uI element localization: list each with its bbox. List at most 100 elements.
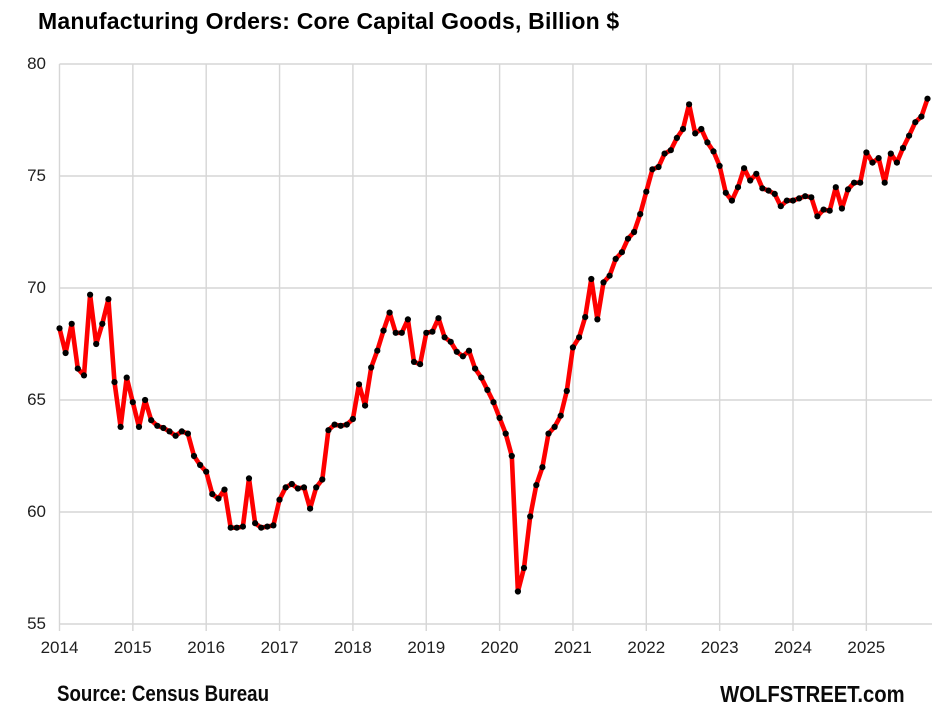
data-point-marker <box>380 327 387 334</box>
data-point-marker <box>148 417 155 424</box>
data-point-marker <box>539 464 546 471</box>
data-point-marker <box>221 486 228 493</box>
data-point-marker <box>557 412 564 419</box>
data-point-marker <box>80 372 88 379</box>
data-point-marker <box>166 428 173 435</box>
data-point-marker <box>631 228 638 236</box>
data-point-marker <box>410 358 418 365</box>
data-point-marker <box>331 421 338 428</box>
data-point-marker <box>215 495 222 502</box>
core-capital-goods-line <box>57 96 930 594</box>
data-point-marker <box>514 588 522 595</box>
x-tick-label: 2024 <box>774 638 812 657</box>
chart-title: Manufacturing Orders: Core Capital Goods… <box>38 8 620 34</box>
data-point-marker <box>796 195 803 202</box>
data-point-marker <box>582 314 589 321</box>
data-point-marker <box>447 338 454 345</box>
data-point-marker <box>734 184 742 191</box>
y-tick-label: 75 <box>27 166 46 185</box>
data-point-marker <box>135 423 143 430</box>
data-point-marker <box>820 206 827 213</box>
data-point-marker <box>502 430 509 437</box>
y-tick-label: 60 <box>27 502 46 521</box>
data-point-marker <box>594 316 601 323</box>
data-point-marker <box>496 414 503 421</box>
data-point-marker <box>68 320 75 327</box>
data-point-marker <box>252 520 259 527</box>
data-point-marker <box>563 387 570 395</box>
data-point-marker <box>887 150 894 157</box>
data-point-marker <box>777 203 784 210</box>
x-tick-label: 2016 <box>187 638 226 657</box>
data-point-marker <box>190 452 198 460</box>
data-point-marker <box>337 422 344 429</box>
data-point-marker <box>741 165 748 172</box>
data-point-marker <box>478 374 485 381</box>
data-point-marker <box>99 320 106 327</box>
data-point-marker <box>111 379 118 386</box>
data-point-marker <box>129 399 136 406</box>
data-point-marker <box>184 430 191 437</box>
data-point-marker <box>826 207 833 214</box>
data-point-marker <box>551 423 558 430</box>
data-point-marker <box>490 399 497 406</box>
data-point-marker <box>600 279 607 286</box>
data-point-marker <box>527 513 534 520</box>
data-point-marker <box>288 480 295 488</box>
data-point-marker <box>300 484 308 491</box>
data-point-marker <box>747 177 754 184</box>
data-point-marker <box>624 235 632 242</box>
data-point-marker <box>270 522 277 529</box>
data-point-marker <box>679 125 687 133</box>
data-point-marker <box>698 125 705 133</box>
data-point-marker <box>789 197 797 204</box>
data-point-marker <box>276 496 283 503</box>
data-point-marker <box>93 340 100 348</box>
data-point-marker <box>912 119 919 126</box>
data-point-marker <box>704 139 711 146</box>
data-point-marker <box>857 179 864 186</box>
data-point-marker <box>844 186 852 193</box>
data-point-marker <box>264 523 271 530</box>
data-point-marker <box>520 564 528 572</box>
data-point-marker <box>649 166 656 173</box>
data-point-marker <box>172 432 179 439</box>
data-point-marker <box>893 159 901 166</box>
data-point-marker <box>667 147 674 154</box>
data-point-marker <box>808 194 815 201</box>
data-point-marker <box>692 130 699 137</box>
data-point-marker <box>753 170 760 177</box>
x-tick-label: 2018 <box>333 638 372 657</box>
data-point-marker <box>453 348 460 355</box>
data-point-marker <box>154 422 161 429</box>
wolfstreet-logo-text: WOLFSTREET.com <box>720 681 905 707</box>
data-point-marker <box>875 155 882 162</box>
data-point-marker <box>374 347 381 354</box>
data-point-marker <box>576 334 583 341</box>
data-point-marker <box>313 484 320 491</box>
data-point-marker <box>765 187 772 194</box>
x-tick-label: 2023 <box>700 638 739 657</box>
data-point-marker <box>441 334 448 341</box>
data-point-marker <box>423 329 430 336</box>
x-tick-label: 2014 <box>40 638 79 657</box>
data-point-marker <box>783 197 791 204</box>
data-point-marker <box>661 150 668 157</box>
data-point-marker <box>612 255 619 262</box>
source-credit: Source: Census Bureau <box>57 681 269 706</box>
data-point-marker <box>209 491 216 498</box>
data-point-marker <box>105 296 112 303</box>
data-point-marker <box>362 402 369 409</box>
x-tick-label: 2019 <box>407 638 446 657</box>
data-point-marker <box>814 213 821 220</box>
y-tick-label: 70 <box>27 278 46 297</box>
data-point-marker <box>533 482 540 489</box>
y-tick-label: 55 <box>27 614 46 633</box>
data-point-marker <box>87 291 94 298</box>
data-point-marker <box>869 159 876 166</box>
data-point-marker <box>686 101 693 108</box>
data-point-marker <box>258 524 265 531</box>
data-point-marker <box>435 315 442 322</box>
